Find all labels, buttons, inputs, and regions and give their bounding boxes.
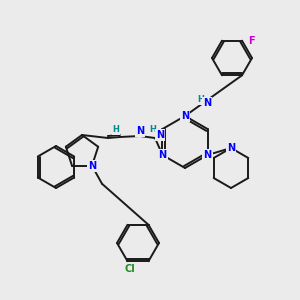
Text: H: H <box>150 125 156 134</box>
Text: F: F <box>248 36 254 46</box>
Text: N: N <box>181 111 189 121</box>
Text: H: H <box>197 95 204 104</box>
Text: N: N <box>88 161 96 171</box>
Text: N: N <box>203 98 211 108</box>
Text: N: N <box>158 150 166 160</box>
Text: N: N <box>203 150 211 160</box>
Text: Cl: Cl <box>124 264 135 274</box>
Text: N: N <box>156 130 164 140</box>
Text: N: N <box>136 126 144 136</box>
Text: N: N <box>227 143 235 153</box>
Text: H: H <box>112 124 119 134</box>
